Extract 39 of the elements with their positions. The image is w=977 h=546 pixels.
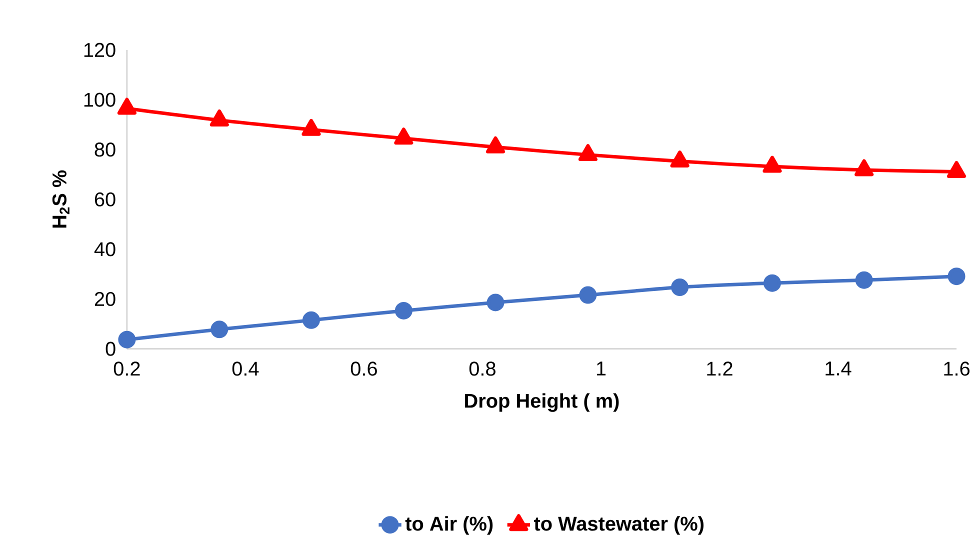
y-tick-label: 120 — [84, 43, 116, 58]
point — [210, 320, 228, 338]
x-tick-label: 0.6 — [350, 362, 377, 376]
x-tick-label: 1.2 — [707, 362, 732, 376]
point — [117, 98, 136, 115]
y-tick-label: 80 — [94, 142, 116, 157]
y-tick-label: 60 — [94, 192, 116, 207]
x-tick-label: 0.2 — [114, 362, 140, 376]
y-tick-label: 0 — [106, 342, 116, 356]
point — [118, 331, 136, 348]
point — [946, 161, 966, 178]
x-tick-label: 1 — [596, 362, 606, 376]
point — [670, 150, 690, 168]
point — [302, 312, 320, 330]
legend-label: to Wastewater (%) — [534, 516, 704, 535]
x-tick-label: 0.4 — [232, 362, 259, 376]
x-axis-title: Drop Height ( m) — [465, 393, 619, 412]
x-tick-label: 1.4 — [826, 362, 852, 376]
point — [579, 286, 597, 304]
y-tick-label: 20 — [94, 292, 116, 306]
y-axis-title: H$_{2}$S % — [52, 170, 70, 228]
point — [394, 302, 412, 320]
point — [302, 119, 321, 136]
point — [763, 274, 781, 292]
point — [394, 128, 414, 145]
point — [855, 271, 873, 289]
y-tick-label: 40 — [94, 242, 116, 256]
point — [762, 156, 782, 173]
x-tick-label: 1.6 — [944, 362, 970, 376]
point — [210, 110, 229, 127]
point — [486, 294, 504, 312]
y-tick-label: 100 — [84, 92, 116, 107]
legend-label: to Air (%) — [405, 516, 493, 535]
point — [578, 144, 598, 162]
x-tick-label: 0.8 — [469, 362, 496, 376]
point — [948, 268, 966, 286]
point — [671, 278, 689, 296]
point — [854, 159, 874, 176]
point — [486, 136, 506, 154]
